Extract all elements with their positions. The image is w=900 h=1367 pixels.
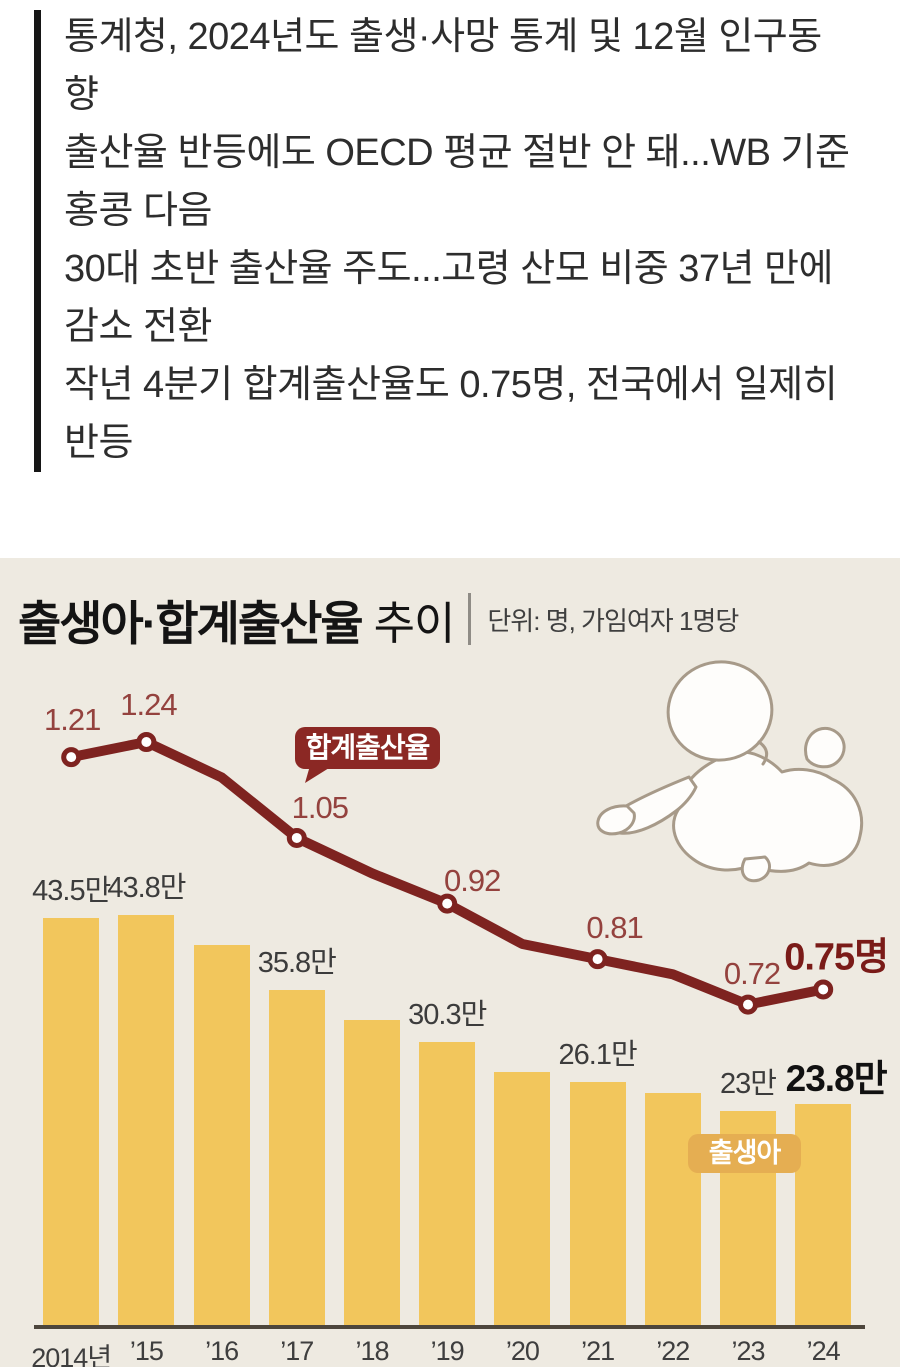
bar-value-label: 26.1만 [558, 1038, 638, 1071]
line-point [738, 994, 758, 1015]
baby-body [672, 750, 864, 873]
quote-line: 작년 4분기 합계출산율도 0.75명, 전국에서 일제히 [64, 364, 838, 406]
chart-section: 출생아·합계출산율 추이 단위: 명, 가임여자 1명당 43.5만 43.8만 3… [0, 558, 900, 1367]
bar-value-label: 43.8만 [107, 871, 186, 904]
bar-18 [344, 1019, 400, 1328]
quote-line: 감소 전환 [64, 306, 212, 348]
line-value-label: 0.92 [444, 862, 501, 898]
x-axis-label: ’15 [129, 1336, 164, 1366]
bar-21 [569, 1081, 626, 1328]
x-axis-label: ’20 [505, 1336, 540, 1366]
x-axis-label: ’18 [355, 1336, 389, 1366]
line-point [286, 827, 307, 848]
x-axis-label: ’22 [656, 1336, 690, 1366]
baby-foot [804, 726, 846, 769]
line-point [587, 949, 608, 970]
line-value-label: 1.24 [120, 687, 177, 722]
x-axis-label: ’24 [806, 1336, 841, 1366]
plot-area: 43.5만 43.8만 35.8만 30.3만 26.1만 23만 23.8만 2014년 ’1… [0, 558, 900, 1367]
baby-fist [596, 804, 636, 836]
quote-line: 통계청, 2024년도 출생·사망 통계 및 12월 인구동 [64, 16, 822, 58]
bar-24 [795, 1103, 852, 1328]
x-axis-label: 2014년 [31, 1343, 112, 1367]
line-value-label: 0.75명 [784, 936, 889, 979]
chart-header: 출생아·합계출산율 추이 단위: 명, 가임여자 1명당 [18, 588, 739, 650]
bar-22 [644, 1093, 701, 1328]
births-badge: 출생아 [688, 1134, 801, 1173]
chart-title: 출생아·합계출산율 [18, 596, 364, 650]
quote-line: 향 [64, 74, 99, 116]
bar-15 [118, 914, 175, 1328]
bar-value-label: 30.3만 [408, 999, 487, 1032]
bar-2014년 [43, 917, 100, 1328]
line-value-label: 1.21 [44, 702, 101, 738]
fertility-rate-badge: 합계출산율 [295, 727, 440, 769]
chart-unit-label: 단위: 명, 가임여자 1명당 [487, 605, 739, 636]
quote-line: 홍콩 다음 [64, 190, 212, 232]
baby-hand [740, 855, 772, 883]
baby-illustration [596, 660, 864, 883]
x-axis-label: ’19 [430, 1336, 465, 1366]
title-divider [468, 593, 472, 645]
bar-value-label: 23.8만 [785, 1057, 888, 1099]
line-point [813, 979, 834, 1000]
x-axis-label: ’16 [205, 1336, 239, 1366]
bar-20 [494, 1071, 551, 1328]
line-value-label: 0.81 [586, 910, 643, 946]
quote-line: 출산율 반등에도 OECD 평균 절반 안 돼...WB 기준 [64, 132, 850, 174]
line-value-label: 0.72 [723, 955, 781, 991]
quote-line: 30대 초반 출산율 주도...고령 산모 비중 37년 만에 [64, 248, 833, 290]
bar-16 [193, 945, 250, 1328]
bar-value-label: 23만 [720, 1068, 777, 1101]
line-value-label: 1.05 [291, 789, 349, 825]
bar-value-label: 35.8만 [257, 947, 337, 980]
x-axis-line [34, 1325, 865, 1329]
x-axis-label: ’17 [280, 1336, 314, 1366]
x-axis-label: ’21 [581, 1336, 615, 1366]
bar-value-label: 43.5만 [32, 874, 111, 907]
bar-19 [419, 1042, 476, 1328]
bar-17 [268, 990, 325, 1328]
baby-head [666, 660, 774, 762]
chart-title-suffix: 추이 [373, 597, 456, 649]
line-point [61, 747, 82, 768]
line-point [136, 732, 157, 752]
quote-line: 반등 [64, 422, 133, 464]
quote-vertical-bar [34, 10, 41, 472]
x-axis-label: ’23 [731, 1336, 765, 1366]
